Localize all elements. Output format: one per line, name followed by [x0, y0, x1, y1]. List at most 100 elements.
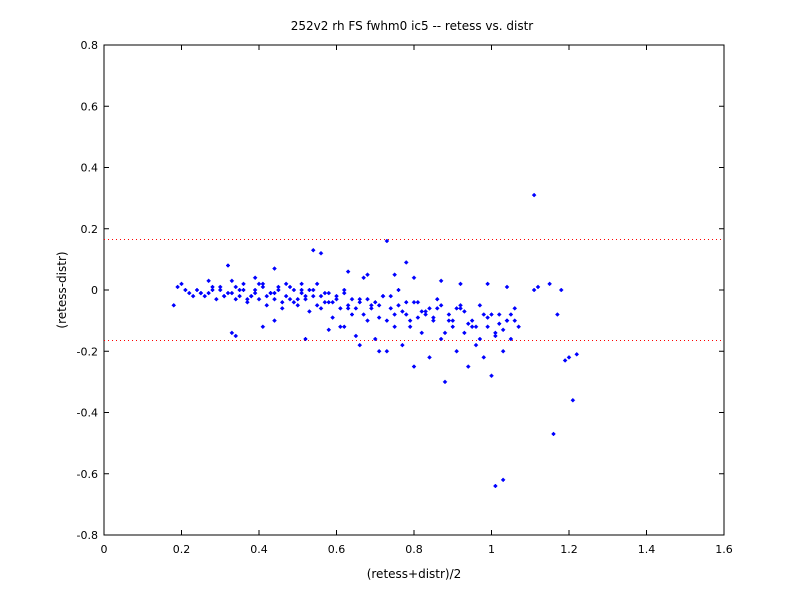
data-point	[357, 296, 363, 302]
data-point	[512, 306, 518, 311]
data-point	[237, 293, 242, 299]
data-point	[469, 324, 475, 330]
data-point	[175, 284, 180, 290]
data-point	[245, 296, 250, 302]
x-tick-label: 0.4	[250, 543, 268, 556]
data-point	[334, 296, 339, 302]
data-point	[485, 324, 490, 330]
data-point	[462, 309, 467, 314]
data-point	[403, 299, 409, 305]
data-point	[454, 348, 459, 354]
data-point	[454, 306, 459, 311]
x-tick-label: 0.2	[173, 543, 191, 556]
data-point	[229, 330, 235, 336]
data-point	[299, 290, 304, 296]
y-axis-label: (retess-distr)	[55, 251, 69, 328]
data-point	[504, 318, 510, 323]
data-point	[349, 312, 355, 317]
data-point	[462, 330, 467, 336]
data-point	[372, 336, 378, 342]
data-point	[512, 318, 518, 323]
data-point	[419, 330, 425, 336]
data-point	[345, 306, 351, 311]
data-point	[438, 336, 444, 342]
data-point	[283, 281, 289, 287]
data-point	[252, 290, 258, 296]
data-point	[403, 312, 409, 317]
y-tick-label: -0.6	[77, 468, 98, 481]
data-point	[380, 293, 386, 299]
data-point	[229, 278, 235, 284]
data-point	[303, 336, 308, 342]
data-point	[338, 324, 343, 330]
data-point	[252, 275, 258, 281]
data-point	[485, 315, 490, 320]
data-point	[221, 293, 227, 299]
data-point	[326, 299, 332, 305]
y-tick-label: 0.8	[81, 39, 99, 52]
data-point	[272, 318, 277, 323]
x-tick-label: 1	[488, 543, 495, 556]
data-point	[310, 293, 316, 299]
data-point	[384, 348, 390, 354]
data-point	[345, 269, 351, 274]
data-point	[241, 287, 246, 293]
data-point	[489, 373, 494, 379]
x-axis-label: (retess+distr)/2	[367, 567, 462, 581]
x-tick-label: 1.2	[560, 543, 578, 556]
x-tick-label: 0.6	[328, 543, 346, 556]
data-point	[233, 284, 239, 290]
data-point	[500, 477, 506, 483]
x-tick-label: 1.4	[638, 543, 656, 556]
data-point	[485, 281, 490, 287]
data-point	[353, 306, 359, 311]
data-point	[535, 284, 541, 290]
data-point	[431, 318, 436, 323]
data-point	[384, 238, 390, 244]
data-point	[245, 299, 250, 305]
data-point	[547, 281, 552, 287]
data-point	[400, 342, 405, 348]
data-point	[303, 293, 308, 299]
data-point	[446, 312, 452, 317]
reference-lines	[104, 238, 724, 342]
y-tick-label: -0.4	[77, 407, 98, 420]
data-point	[415, 299, 421, 305]
data-point	[322, 290, 328, 296]
data-point	[403, 260, 409, 265]
data-point	[496, 321, 502, 327]
data-point	[500, 327, 506, 333]
data-point	[233, 333, 239, 339]
data-point	[504, 284, 510, 290]
data-point	[496, 312, 502, 317]
data-point	[357, 299, 363, 305]
y-tick-label: 0.6	[81, 100, 99, 113]
data-point	[396, 302, 401, 308]
data-point	[194, 287, 200, 293]
data-point	[237, 287, 242, 293]
data-point	[353, 333, 359, 339]
data-point	[190, 293, 196, 299]
data-point	[283, 293, 289, 299]
data-point	[225, 290, 231, 296]
data-point	[322, 299, 328, 305]
data-point	[217, 287, 223, 293]
data-point	[334, 293, 339, 299]
data-point	[396, 287, 401, 293]
data-point	[183, 287, 188, 293]
data-point	[431, 315, 436, 320]
data-point	[357, 342, 363, 348]
data-point	[326, 290, 332, 296]
data-point	[369, 306, 374, 311]
data-point	[179, 281, 184, 287]
data-point	[318, 250, 324, 256]
plot-area: 0 0.2 0.4 0.6 0.8 1 1.2 1.4 1.6 -0.8 -0.6 -0.4 -0.2…	[77, 39, 733, 556]
data-point	[442, 379, 448, 385]
data-point	[310, 247, 316, 253]
data-point	[558, 287, 564, 293]
data-point	[493, 330, 498, 336]
data-point	[365, 318, 370, 323]
data-point	[318, 293, 324, 299]
